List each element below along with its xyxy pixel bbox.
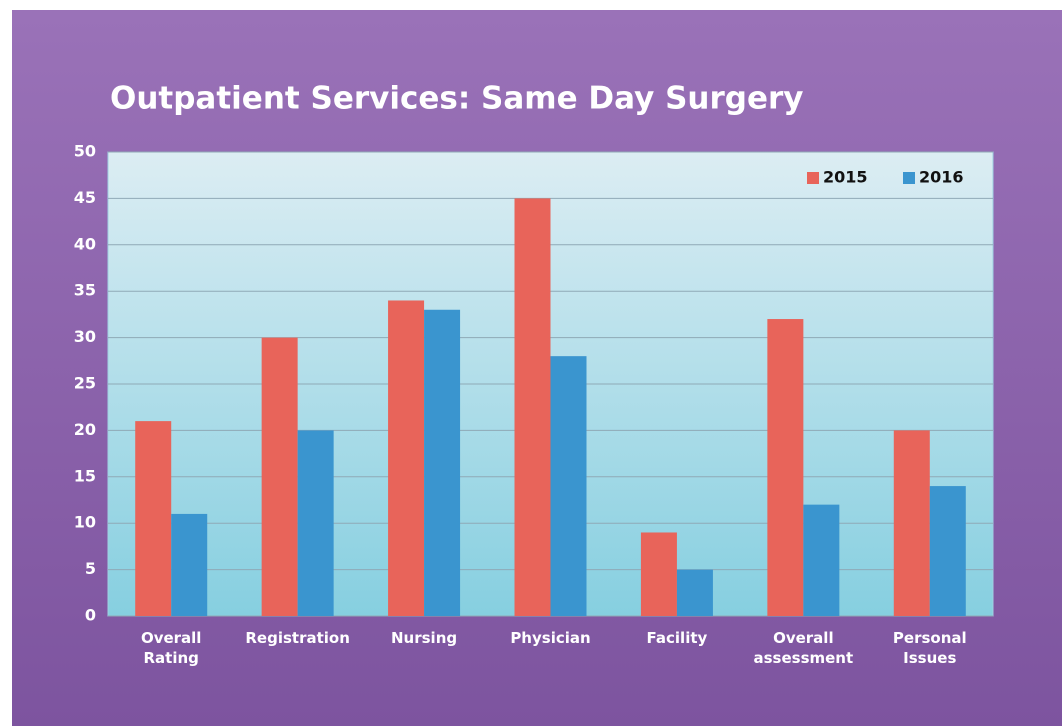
legend-swatch [903,172,915,184]
y-tick-label: 40 [74,234,96,253]
bar [803,504,840,616]
y-tick-label: 10 [74,513,96,532]
y-tick-label: 5 [85,559,96,578]
y-tick-label: 15 [74,466,96,485]
legend-label: 2015 [823,168,868,187]
y-tick-label: 35 [74,281,96,300]
x-tick-label: Overall Rating [140,629,202,667]
y-tick-label: 45 [74,188,96,207]
bar [929,486,966,616]
chart-title: Outpatient Services: Same Day Surgery [110,81,803,117]
legend-label: 2016 [919,168,964,187]
y-tick-label: 20 [74,420,96,439]
bar [676,569,713,616]
x-tick-label: Personal Issues [892,629,967,667]
bar [767,319,804,616]
y-tick-label: 25 [74,374,96,393]
x-tick-label: Facility [646,629,708,647]
y-tick-label: 0 [85,606,96,625]
bar [640,532,677,616]
x-tick-label: Registration [245,629,350,647]
legend-swatch [807,172,819,184]
bar [514,198,551,616]
y-tick-label: 30 [74,327,96,346]
x-tick-label: Overall assessment [753,629,854,667]
bar [261,337,298,616]
bar [424,309,461,616]
bar [297,430,334,616]
bar [388,300,425,616]
x-tick-label: Nursing [391,629,458,647]
bar [893,430,930,616]
y-tick-label: 50 [74,142,96,161]
x-tick-label: Physician [510,629,591,647]
bar [135,421,172,616]
bar [171,513,208,616]
bar [550,356,587,616]
